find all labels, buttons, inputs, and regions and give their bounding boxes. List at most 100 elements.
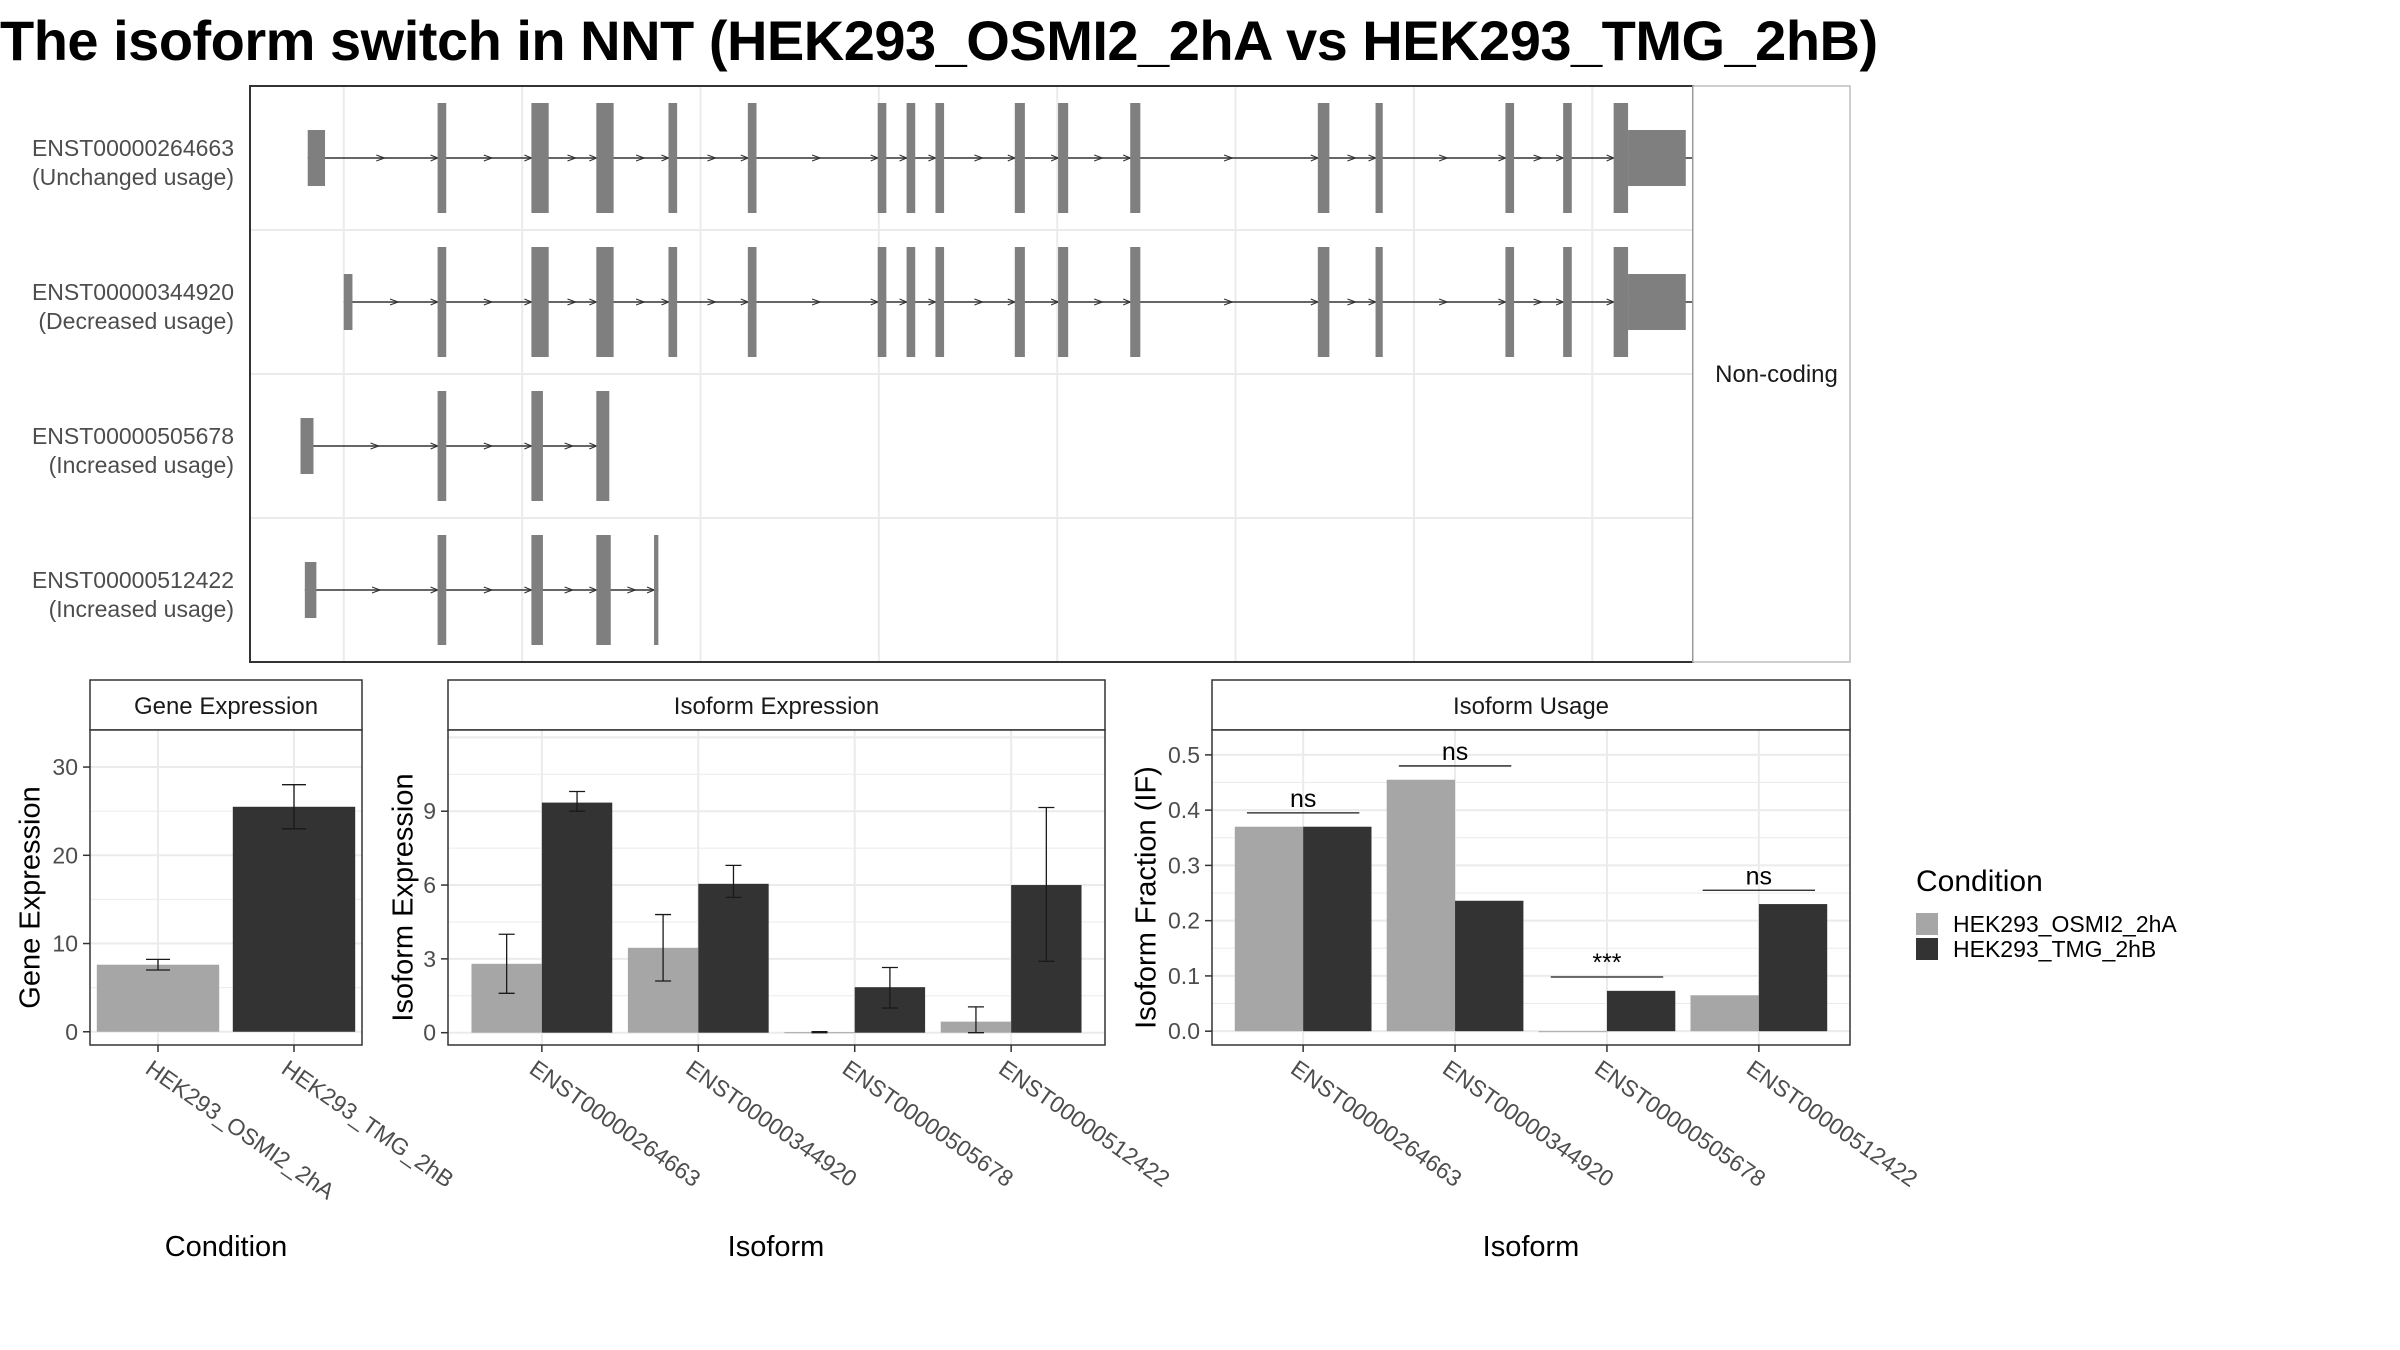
- coding-exon: [906, 247, 916, 357]
- coding-exon: [596, 247, 614, 357]
- bar-HEK293_OSMI2_2hA-ENST00000505678: [1538, 1031, 1607, 1033]
- legend-label: HEK293_TMG_2hB: [1953, 936, 2156, 962]
- coding-exon: [531, 247, 549, 357]
- coding-exon: [1375, 247, 1383, 357]
- coding-exon: [437, 103, 447, 213]
- coding-exon: [1130, 247, 1141, 357]
- direction-arrow: [1438, 298, 1449, 306]
- direction-arrow: [707, 298, 718, 306]
- coding-exon: [877, 247, 887, 357]
- direction-arrow: [1093, 298, 1104, 306]
- y-tick-label: 6: [423, 872, 436, 898]
- bar-HEK293_TMG_2hB: [232, 806, 356, 1032]
- coding-exon: [531, 103, 549, 213]
- non-coding-strip: [1692, 85, 1851, 663]
- direction-arrow: [1533, 298, 1544, 306]
- direction-arrow: [567, 298, 578, 306]
- coding-exon: [1014, 103, 1025, 213]
- coding-exon: [1014, 247, 1025, 357]
- direction-arrow: [974, 154, 985, 162]
- utr-exon: [307, 130, 326, 186]
- coding-exon: [531, 391, 543, 501]
- direction-arrow: [1347, 154, 1358, 162]
- coding-exon: [1613, 103, 1629, 213]
- y-tick-label: 0.5: [1168, 742, 1200, 768]
- y-tick-label: 0.1: [1168, 963, 1200, 989]
- coding-exon: [668, 247, 678, 357]
- transcript-id-label: ENST00000264663: [32, 135, 234, 161]
- significance-label: ***: [1592, 949, 1621, 977]
- coding-exon: [531, 535, 543, 645]
- panel-strip: [447, 679, 1106, 731]
- y-tick-label: 3: [423, 946, 436, 972]
- coding-exon: [1505, 103, 1515, 213]
- coding-exon: [935, 247, 945, 357]
- bar-HEK293_TMG_2hB-ENST00000344920: [698, 883, 769, 1033]
- transcript-ENST00000344920: ENST00000344920 (Decreased usage): [32, 247, 1693, 357]
- direction-arrow: [627, 586, 638, 594]
- bar-HEK293_OSMI2_2hA-ENST00000512422: [1690, 995, 1759, 1032]
- y-tick-label: 0.3: [1168, 852, 1200, 878]
- direction-arrow: [567, 154, 578, 162]
- panel-strip: [1211, 679, 1851, 731]
- error-bar: [282, 784, 306, 830]
- direction-arrow: [483, 442, 494, 450]
- coding-exon: [1613, 247, 1629, 357]
- significance-label: ns: [1746, 862, 1772, 890]
- bar-HEK293_OSMI2_2hA-ENST00000344920: [1386, 779, 1456, 1032]
- bar-HEK293_TMG_2hB-ENST00000344920: [1455, 900, 1524, 1032]
- significance-label: ns: [1290, 785, 1316, 813]
- direction-arrow: [707, 154, 718, 162]
- panel-strip-label: Isoform Usage: [1453, 693, 1609, 720]
- legend-key: [1916, 913, 1938, 935]
- utr-exon: [304, 562, 317, 618]
- coding-exon: [747, 247, 757, 357]
- error-bar: [146, 958, 170, 971]
- y-tick-label: 10: [52, 931, 78, 957]
- direction-arrow: [1223, 154, 1234, 162]
- error-bar: [881, 966, 898, 1009]
- bar-HEK293_TMG_2hB-ENST00000264663: [541, 802, 613, 1033]
- coding-exon: [1375, 103, 1383, 213]
- transcript-id-label: ENST00000505678: [32, 423, 234, 449]
- coding-exon: [437, 247, 447, 357]
- error-bar: [725, 864, 742, 898]
- legend-label: HEK293_OSMI2_2hA: [1953, 911, 2177, 937]
- direction-arrow: [635, 154, 646, 162]
- transcript-usage-label: (Increased usage): [49, 596, 234, 622]
- transcript-id-label: ENST00000344920: [32, 279, 234, 305]
- page-title: The isoform switch in NNT (HEK293_OSMI2_…: [0, 9, 1878, 72]
- coding-exon: [596, 391, 610, 501]
- error-bar: [967, 1006, 984, 1034]
- direction-arrow: [370, 442, 381, 450]
- transcript-usage-label: (Decreased usage): [38, 308, 234, 334]
- coding-exon: [668, 103, 678, 213]
- direction-arrow: [564, 442, 575, 450]
- y-axis-title: Isoform Expression: [388, 773, 420, 1021]
- error-bar: [498, 933, 515, 994]
- x-axis-title: Isoform: [728, 1231, 825, 1263]
- transcript-ENST00000512422: ENST00000512422 (Increased usage): [32, 535, 659, 645]
- x-tick-label: ENST00000344920: [681, 1055, 861, 1192]
- x-axis-title: Isoform: [1483, 1231, 1580, 1263]
- coding-exon: [935, 103, 945, 213]
- utr-exon: [1628, 130, 1686, 186]
- direction-arrow: [483, 154, 494, 162]
- coding-exon: [1317, 103, 1330, 213]
- error-bar: [569, 790, 586, 812]
- y-tick-label: 30: [52, 754, 78, 780]
- direction-arrow: [635, 298, 646, 306]
- coding-exon: [1058, 103, 1069, 213]
- direction-arrow: [389, 298, 400, 306]
- direction-arrow: [1093, 154, 1104, 162]
- significance-label: ns: [1442, 738, 1468, 766]
- legend-key: [1916, 938, 1938, 960]
- y-axis-title: Gene Expression: [15, 786, 47, 1008]
- coding-exon: [1563, 247, 1572, 357]
- x-tick-label: ENST00000512422: [994, 1055, 1174, 1192]
- direction-arrow: [811, 298, 822, 306]
- y-tick-label: 20: [52, 842, 78, 868]
- direction-arrow: [1438, 154, 1449, 162]
- legend-title: Condition: [1916, 865, 2043, 898]
